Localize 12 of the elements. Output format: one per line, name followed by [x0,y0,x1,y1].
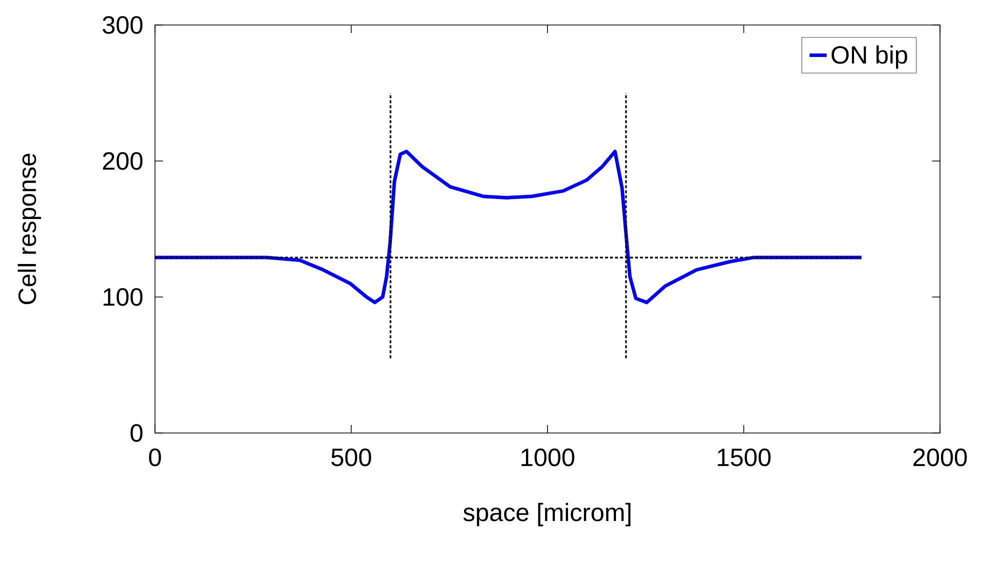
y-tick-label: 100 [104,288,142,306]
y-axis-title: Cell response [18,154,42,304]
x-tick-label: 2000 [913,448,967,466]
legend-label: ON bip [832,45,908,69]
x-tick-label: 1000 [522,448,574,466]
x-tick-label: 500 [331,448,372,466]
x-axis-title: space [microm] [463,502,630,526]
y-tick-label: 200 [103,152,142,170]
x-tick-label: 0 [149,448,161,466]
y-tick-label: 300 [102,16,142,34]
x-tick-label: 1500 [718,448,771,466]
y-tick-label: 0 [130,424,142,442]
